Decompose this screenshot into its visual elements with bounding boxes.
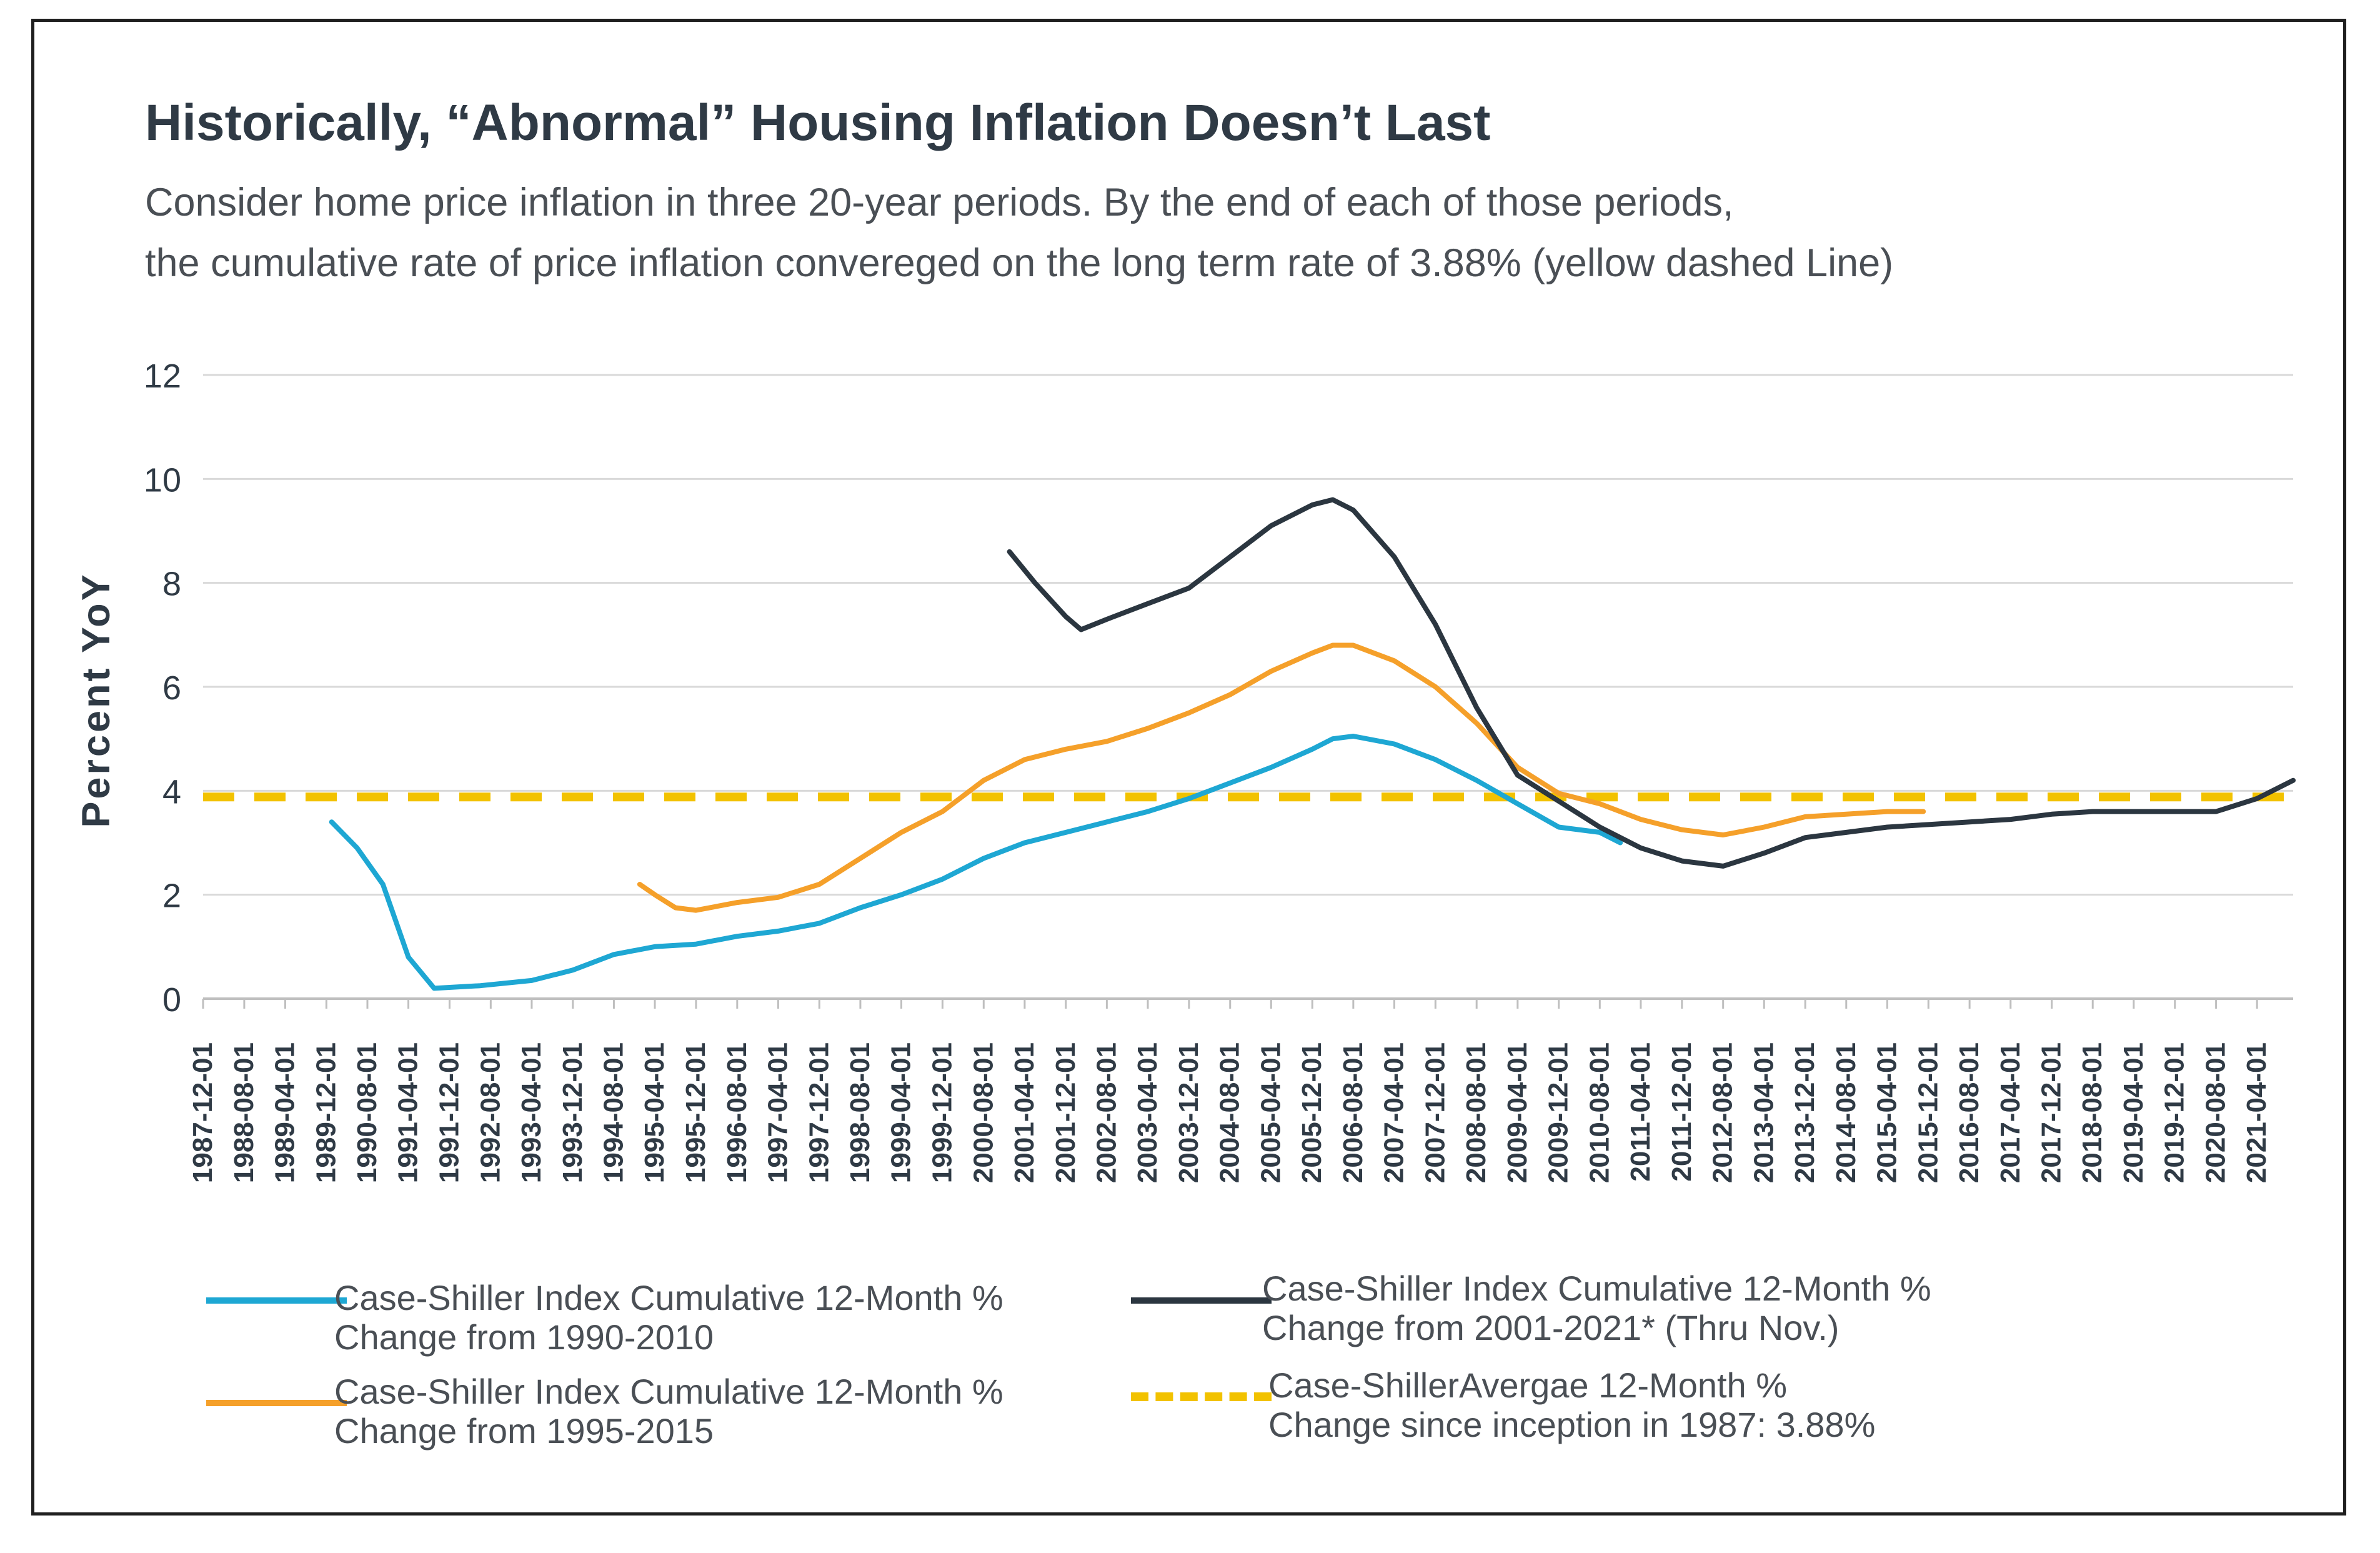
x-tick-label: 1998-08-01 bbox=[845, 1042, 875, 1183]
x-tick-label: 2002-08-01 bbox=[1091, 1042, 1122, 1183]
series-lines bbox=[203, 497, 2296, 991]
x-tick-label: 1999-12-01 bbox=[927, 1042, 957, 1183]
y-tick-label: 8 bbox=[162, 566, 181, 603]
series-line-1 bbox=[637, 642, 1926, 913]
x-tick-label: 2005-12-01 bbox=[1297, 1042, 1327, 1183]
x-tick-label: 1995-04-01 bbox=[639, 1042, 670, 1183]
x-axis-tick-labels: 1987-12-01 1988-08-01 1989-04-01 1989-12-01… bbox=[187, 999, 2272, 1183]
x-tick-label: 2001-04-01 bbox=[1009, 1042, 1040, 1183]
x-tick-label: 2017-04-01 bbox=[1995, 1042, 2026, 1183]
x-tick-label: 2013-04-01 bbox=[1748, 1042, 1779, 1183]
x-tick-label: 2018-08-01 bbox=[2077, 1042, 2108, 1183]
x-tick-label: 1996-08-01 bbox=[722, 1042, 752, 1183]
x-tick-label: 2003-04-01 bbox=[1132, 1042, 1163, 1183]
x-tick-label: 2000-08-01 bbox=[968, 1042, 998, 1183]
legend-label-1995-2015: Case-Shiller Index Cumulative 12-Month %… bbox=[334, 1372, 1003, 1451]
x-tick-label: 1991-04-01 bbox=[393, 1042, 424, 1183]
x-tick-label: 2007-12-01 bbox=[1420, 1042, 1450, 1183]
x-tick-label: 1999-04-01 bbox=[886, 1042, 917, 1183]
x-tick-label: 2009-04-01 bbox=[1502, 1042, 1533, 1183]
x-tick-label: 1994-08-01 bbox=[598, 1042, 629, 1183]
x-tick-label: 2019-12-01 bbox=[2159, 1042, 2190, 1183]
legend-label-2001-2021: Case-Shiller Index Cumulative 12-Month %… bbox=[1262, 1269, 1931, 1347]
x-tick-label: 2021-04-01 bbox=[2241, 1042, 2272, 1183]
x-tick-label: 2001-12-01 bbox=[1050, 1042, 1081, 1183]
x-tick-label: 2015-04-01 bbox=[1871, 1042, 1902, 1183]
x-tick-label: 1989-12-01 bbox=[311, 1042, 341, 1183]
series-line-2 bbox=[1007, 497, 2296, 869]
chart-subtitle-line-2: the cumulative rate of price inflation c… bbox=[145, 241, 1894, 285]
x-tick-label: 2020-08-01 bbox=[2201, 1042, 2231, 1183]
y-tick-label: 10 bbox=[144, 461, 181, 499]
x-tick-label: 1987-12-01 bbox=[187, 1042, 218, 1183]
y-axis-tick-labels: 0 2 4 6 8 10 12 bbox=[144, 357, 181, 1019]
chart-frame bbox=[31, 19, 2346, 1516]
y-tick-label: 4 bbox=[162, 773, 181, 811]
chart-title: Historically, “Abnormal” Housing Inflati… bbox=[145, 94, 1491, 151]
x-tick-label: 2009-12-01 bbox=[1543, 1042, 1574, 1183]
y-axis-label: Percent YoY bbox=[74, 572, 118, 827]
legend-label-average: Case-ShillerAvergae 12-Month % Change si… bbox=[1268, 1366, 1876, 1444]
series-line-0 bbox=[329, 734, 1623, 991]
x-tick-label: 2010-08-01 bbox=[1584, 1042, 1615, 1183]
x-tick-label: 2011-04-01 bbox=[1625, 1042, 1656, 1182]
y-tick-label: 0 bbox=[162, 981, 181, 1019]
x-tick-label: 2008-08-01 bbox=[1461, 1042, 1491, 1183]
x-tick-label: 2014-08-01 bbox=[1831, 1042, 1861, 1183]
x-tick-label: 2003-12-01 bbox=[1173, 1042, 1204, 1183]
legend-label-1990-2010: Case-Shiller Index Cumulative 12-Month %… bbox=[334, 1278, 1003, 1357]
legend-swatch-navy bbox=[1131, 1297, 1272, 1304]
x-tick-label: 1993-12-01 bbox=[557, 1042, 588, 1183]
x-tick-label: 2017-12-01 bbox=[2036, 1042, 2067, 1183]
x-tick-label: 1992-08-01 bbox=[475, 1042, 505, 1183]
chart-subtitle-line-1: Consider home price inflation in three 2… bbox=[145, 181, 1734, 224]
x-tick-label: 1995-12-01 bbox=[680, 1042, 711, 1183]
x-tick-label: 2012-08-01 bbox=[1708, 1042, 1738, 1183]
x-tick-label: 2007-04-01 bbox=[1378, 1042, 1409, 1183]
y-tick-label: 2 bbox=[162, 877, 181, 915]
x-tick-label: 1990-08-01 bbox=[352, 1042, 382, 1183]
x-tick-label: 2004-08-01 bbox=[1215, 1042, 1245, 1183]
legend-swatch-blue bbox=[206, 1297, 347, 1304]
legend-swatch-yellow-dashed bbox=[1131, 1392, 1272, 1401]
x-tick-label: 1997-04-01 bbox=[762, 1042, 793, 1183]
x-tick-label: 2006-08-01 bbox=[1338, 1042, 1368, 1183]
x-tick-label: 1991-12-01 bbox=[434, 1042, 464, 1183]
x-tick-label: 1993-04-01 bbox=[516, 1042, 547, 1183]
x-tick-label: 2013-12-01 bbox=[1790, 1042, 1820, 1183]
x-tick-label: 2005-04-01 bbox=[1255, 1042, 1286, 1183]
x-tick-label: 1988-08-01 bbox=[229, 1042, 259, 1183]
y-tick-label: 6 bbox=[162, 669, 181, 707]
x-tick-label: 2011-12-01 bbox=[1666, 1042, 1697, 1182]
x-tick-label: 2016-08-01 bbox=[1954, 1042, 1984, 1183]
legend-swatch-orange bbox=[206, 1400, 347, 1406]
x-tick-label: 1989-04-01 bbox=[269, 1042, 300, 1183]
x-tick-label: 1997-12-01 bbox=[804, 1042, 834, 1183]
y-tick-label: 12 bbox=[144, 357, 181, 395]
x-tick-label: 2019-04-01 bbox=[2118, 1042, 2149, 1183]
x-tick-label: 2015-12-01 bbox=[1913, 1042, 1943, 1183]
